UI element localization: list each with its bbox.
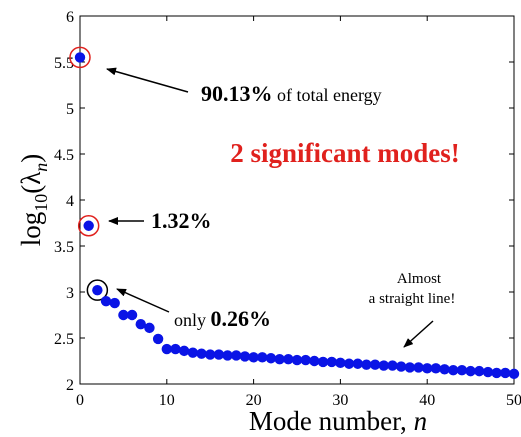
y-tick-label: 4	[66, 193, 74, 210]
highlight-ring	[86, 279, 109, 301]
data-point	[309, 355, 320, 367]
data-point	[135, 319, 146, 330]
data-point	[413, 362, 424, 373]
data-point	[500, 367, 511, 379]
annotation-third-mode: only 0.26%	[174, 306, 271, 331]
x-tick-label: 0	[76, 392, 84, 409]
annotation-straight-line-2: a straight line!	[369, 291, 456, 307]
highlight-rings	[69, 46, 109, 301]
y-tick-label: 2	[66, 377, 74, 394]
y-tick-label: 4.5	[54, 147, 74, 164]
x-tick-label: 40	[419, 392, 435, 409]
y-tick-label: 6	[66, 9, 74, 26]
y-tick-label: 3	[66, 285, 74, 302]
y-axis-ticks: 2 2.5 3 3.5 4 4.5 5 5.5 6	[54, 9, 514, 394]
y-axis-label: log10(λn)	[16, 154, 51, 247]
data-point	[178, 345, 190, 357]
data-point	[222, 350, 233, 361]
data-point	[369, 359, 381, 370]
data-point	[100, 296, 112, 307]
annotation-arrow-straight-line	[403, 320, 434, 348]
headline-annotation: 2 significant modes!	[230, 138, 460, 168]
data-point	[439, 364, 450, 375]
annotation-arrow-first	[106, 67, 189, 93]
data-point	[422, 363, 433, 374]
x-tick-label: 30	[332, 392, 348, 409]
data-point	[448, 365, 459, 376]
data-point	[239, 351, 251, 362]
y-tick-label: 5.5	[54, 55, 74, 72]
data-point	[430, 363, 442, 374]
data-point	[170, 343, 181, 355]
data-point	[265, 353, 277, 364]
data-points	[74, 52, 520, 380]
data-point	[196, 348, 207, 359]
x-axis-ticks: 0 10 20 30 40 50	[76, 16, 521, 409]
data-point	[361, 359, 372, 370]
data-point	[300, 354, 311, 366]
data-point	[456, 365, 468, 376]
data-point	[257, 352, 268, 363]
y-tick-label: 2.5	[54, 331, 74, 348]
data-point	[474, 365, 485, 377]
data-point	[335, 357, 346, 369]
annotation-arrow-third	[116, 288, 170, 313]
data-point	[404, 362, 416, 373]
data-point	[491, 367, 502, 379]
data-point	[465, 365, 476, 377]
data-point	[482, 366, 494, 378]
data-point	[74, 52, 86, 63]
x-axis-label: Mode number, n	[249, 406, 427, 436]
annotation-second-mode: 1.32%	[151, 208, 212, 233]
data-point	[508, 368, 520, 380]
data-point	[231, 350, 242, 361]
data-point	[92, 284, 103, 296]
data-point	[152, 333, 164, 345]
data-point	[83, 220, 94, 231]
highlight-ring	[77, 215, 100, 237]
y-tick-label: 3.5	[54, 239, 74, 256]
data-point	[187, 347, 199, 358]
data-point	[118, 309, 129, 321]
data-point	[274, 353, 285, 365]
x-tick-label: 10	[159, 392, 175, 409]
highlight-ring	[69, 46, 91, 69]
data-point	[352, 358, 363, 369]
x-tick-label: 50	[506, 392, 521, 409]
data-point	[395, 361, 407, 372]
y-tick-label: 5	[66, 101, 74, 118]
data-point	[283, 353, 294, 365]
data-point	[213, 349, 225, 360]
data-point	[378, 360, 389, 371]
data-point	[161, 343, 172, 355]
data-point	[144, 322, 155, 334]
data-point	[343, 358, 355, 369]
annotation-straight-line-1: Almost	[397, 271, 442, 287]
data-point	[387, 360, 398, 371]
data-point	[205, 349, 216, 360]
data-point	[291, 354, 303, 366]
data-point	[109, 297, 120, 309]
x-tick-label: 20	[246, 392, 262, 409]
data-point	[248, 352, 259, 363]
annotation-first-mode: 90.13% of total energy	[201, 81, 382, 106]
data-point	[317, 356, 329, 368]
data-point	[126, 309, 138, 321]
data-point	[326, 356, 337, 368]
